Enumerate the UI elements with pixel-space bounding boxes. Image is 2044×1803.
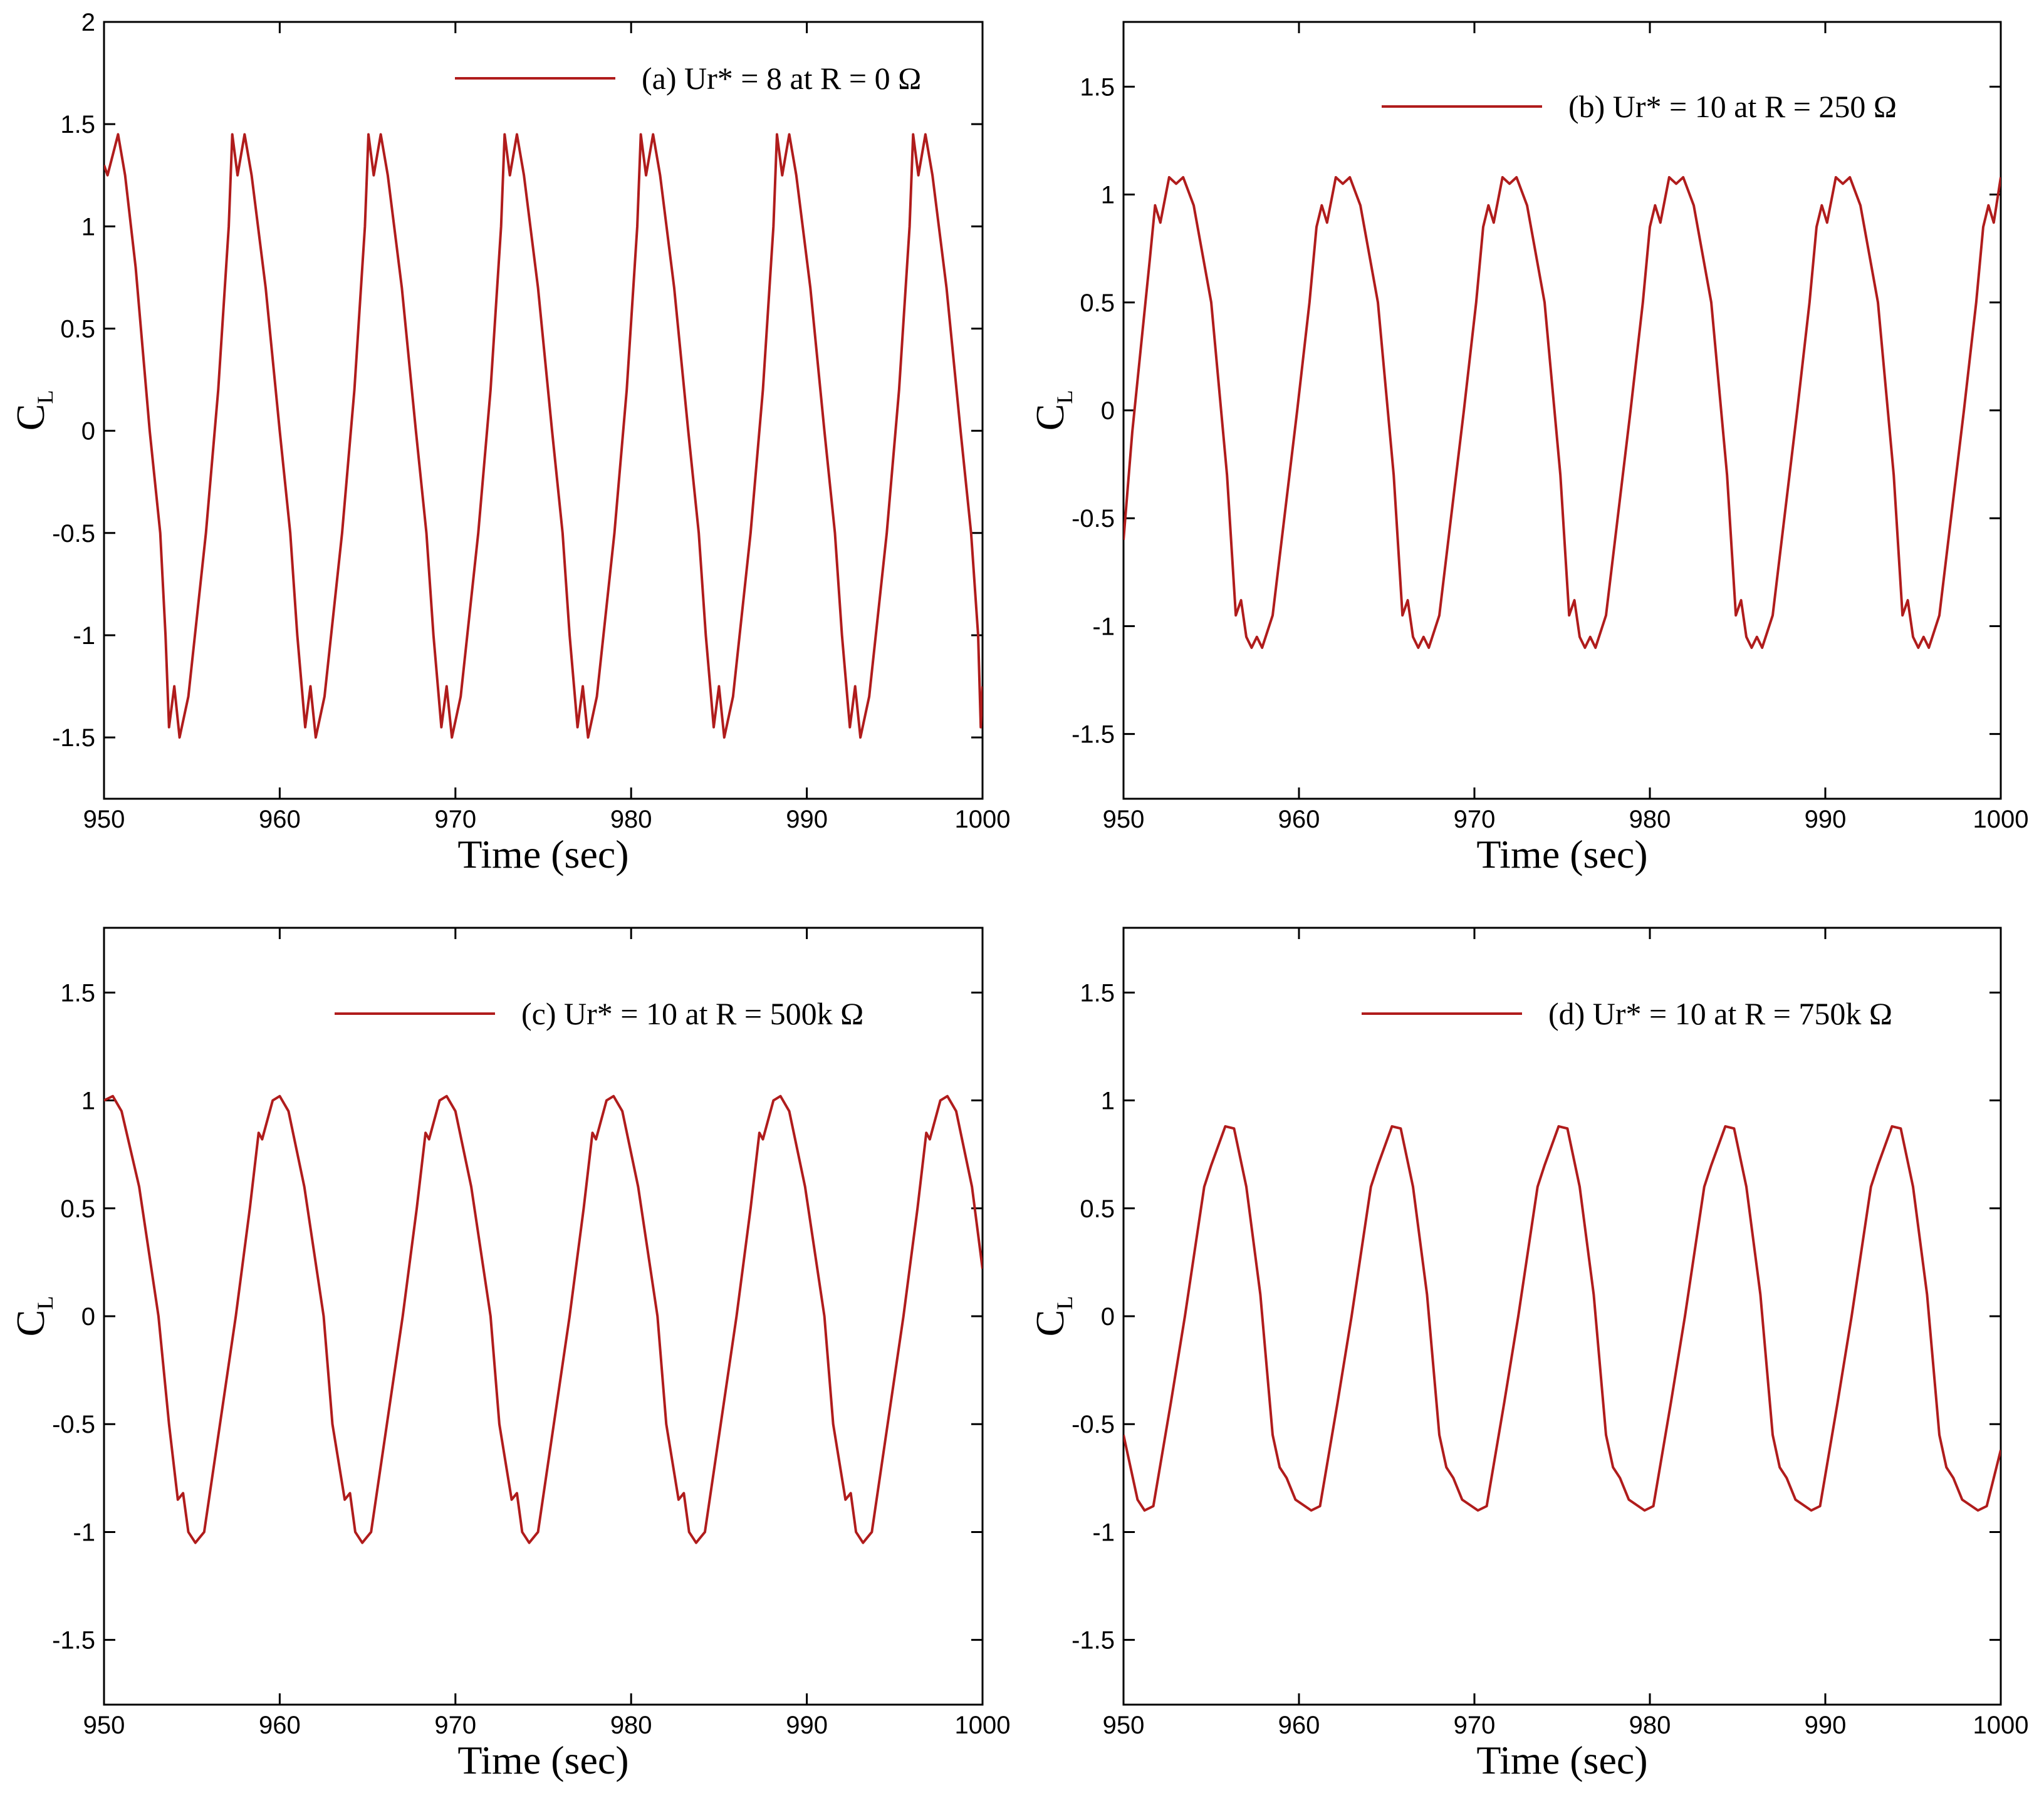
y-tick-label: -0.5 — [1072, 1411, 1115, 1438]
y-tick-label: 1 — [1101, 182, 1115, 209]
y-axis-title: CL — [8, 390, 58, 431]
y-tick-label: 0 — [81, 418, 95, 445]
y-axis-title-sub: L — [33, 1296, 58, 1310]
x-tick-label: 990 — [1805, 1712, 1847, 1739]
plot-frame — [1122, 21, 2002, 800]
data-line — [1124, 176, 2001, 649]
y-tick-label: -0.5 — [1072, 505, 1115, 533]
y-tick-label: -1 — [1092, 613, 1115, 640]
data-line — [104, 133, 983, 739]
x-tick-label: 950 — [83, 806, 125, 833]
legend-label: (b) Ur* = 10 at R = 250 Ω — [1568, 89, 1897, 124]
y-axis-title-main: C — [8, 404, 53, 431]
y-axis-title-sub: L — [1052, 390, 1077, 404]
panel: 950 960 970 980 990 1000 -1.5 -1 -0.5 0 0.5 1 1.5 Tim… — [1028, 927, 2029, 1782]
x-tick-label: 990 — [786, 806, 828, 833]
x-tick-label: 1000 — [955, 1712, 1011, 1739]
x-tick-label: 950 — [1103, 1712, 1145, 1739]
legend-label: (d) Ur* = 10 at R = 750k Ω — [1548, 996, 1892, 1031]
legend-label: (a) Ur* = 8 at R = 0 Ω — [642, 61, 921, 96]
y-tick-label: -1.5 — [1072, 721, 1115, 749]
y-axis-title-sub: L — [33, 390, 58, 404]
y-tick-label: -0.5 — [52, 1411, 95, 1438]
y-axis-title-sub: L — [1052, 1296, 1077, 1310]
y-tick-label: 0 — [1101, 1303, 1115, 1331]
y-tick-label: 0 — [81, 1303, 95, 1331]
y-tick-label: -1.5 — [52, 724, 95, 752]
x-tick-label: 1000 — [955, 806, 1011, 833]
y-tick-label: -1.5 — [1072, 1627, 1115, 1655]
data-line — [1124, 1125, 2001, 1512]
y-tick-label: 1 — [1101, 1088, 1115, 1115]
y-axis-title-main: C — [1028, 404, 1072, 431]
x-tick-label: 960 — [1278, 806, 1320, 833]
y-axis-title: CL — [1028, 390, 1077, 431]
y-axis-title: CL — [8, 1296, 58, 1337]
plot-frame — [1122, 927, 2002, 1706]
y-tick-label: -1 — [73, 1519, 95, 1546]
x-axis-title: Time (sec) — [457, 832, 628, 876]
y-tick-label: -1 — [73, 622, 95, 650]
legend-label: (c) Ur* = 10 at R = 500k Ω — [521, 996, 863, 1031]
y-tick-label: 1.5 — [60, 111, 95, 138]
x-tick-label: 1000 — [1973, 806, 2029, 833]
y-tick-label: 0 — [1101, 397, 1115, 425]
x-tick-label: 1000 — [1973, 1712, 2029, 1739]
x-tick-label: 960 — [259, 806, 301, 833]
y-tick-label: 1 — [81, 1088, 95, 1115]
x-axis-title: Time (sec) — [1476, 832, 1647, 876]
x-tick-label: 970 — [434, 1712, 476, 1739]
y-tick-label: -0.5 — [52, 520, 95, 548]
x-tick-label: 960 — [1278, 1712, 1320, 1739]
y-axis-title-main: C — [8, 1310, 53, 1337]
y-tick-label: 1.5 — [1080, 979, 1115, 1007]
x-tick-label: 970 — [1454, 806, 1496, 833]
plot-frame — [103, 21, 984, 800]
y-axis-title: CL — [1028, 1296, 1077, 1337]
x-tick-label: 980 — [1629, 1712, 1671, 1739]
x-tick-label: 970 — [1454, 1712, 1496, 1739]
x-axis-title: Time (sec) — [1476, 1738, 1647, 1782]
x-tick-label: 990 — [1805, 806, 1847, 833]
x-tick-label: 980 — [610, 806, 652, 833]
y-axis-title-main: C — [1028, 1310, 1072, 1337]
x-tick-label: 960 — [259, 1712, 301, 1739]
y-tick-label: 0.5 — [1080, 1195, 1115, 1223]
x-tick-label: 950 — [1103, 806, 1145, 833]
y-tick-label: 1.5 — [1080, 73, 1115, 101]
x-tick-label: 990 — [786, 1712, 828, 1739]
data-line — [104, 1094, 983, 1544]
y-tick-label: -1 — [1092, 1519, 1115, 1546]
y-tick-label: 0.5 — [60, 1195, 95, 1223]
panel: 950 960 970 980 990 1000 -1.5 -1 -0.5 0 0.5 1 1.5 Tim… — [8, 927, 1011, 1782]
y-tick-label: 0.5 — [60, 315, 95, 343]
x-tick-label: 980 — [1629, 806, 1671, 833]
x-tick-label: 980 — [610, 1712, 652, 1739]
x-tick-label: 950 — [83, 1712, 125, 1739]
x-axis-title: Time (sec) — [457, 1738, 628, 1782]
y-tick-label: 0.5 — [1080, 289, 1115, 317]
panel: 950 960 970 980 990 1000 -1.5 -1 -0.5 0 0.5 1 1.5 2 Ti… — [8, 9, 1010, 876]
panel: 950 960 970 980 990 1000 -1.5 -1 -0.5 0 0.5 1 1.5 Tim… — [1028, 21, 2029, 876]
y-tick-label: 1.5 — [60, 979, 95, 1007]
y-tick-label: 1 — [81, 213, 95, 241]
y-tick-label: 2 — [81, 9, 95, 36]
x-tick-label: 970 — [434, 806, 476, 833]
y-tick-label: -1.5 — [52, 1627, 95, 1655]
